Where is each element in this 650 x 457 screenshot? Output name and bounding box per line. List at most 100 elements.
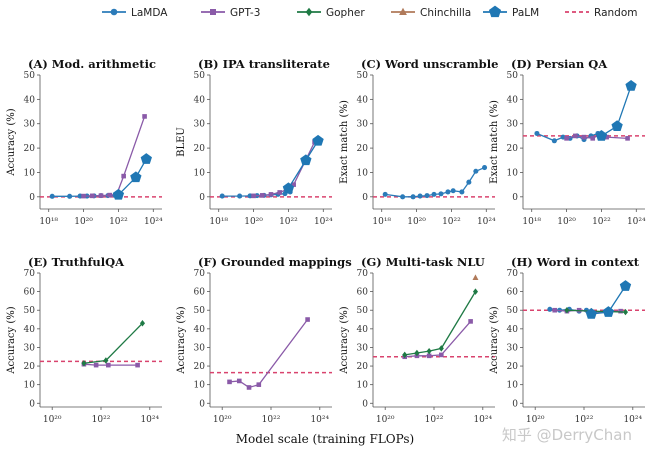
x-tick-label: 10²² — [442, 217, 461, 227]
legend-label: LaMDA — [131, 7, 168, 19]
data-point — [410, 194, 416, 200]
data-point — [246, 385, 252, 390]
y-tick-label: 30 — [24, 120, 36, 130]
y-tick-label: 50 — [24, 306, 36, 316]
data-point — [472, 288, 479, 295]
data-point — [450, 188, 456, 194]
y-tick-label: 10 — [507, 168, 519, 178]
y-tick-label: 50 — [507, 71, 519, 81]
data-point — [400, 194, 406, 200]
y-tick-label: 10 — [24, 168, 36, 178]
panel-title: (F) Grounded mappings — [198, 255, 352, 269]
panel-title: (G) Multi-task NLU — [361, 255, 485, 269]
x-tick-label: 10¹⁸ — [372, 217, 391, 227]
y-tick-label: 60 — [24, 288, 36, 298]
legend-item-lamda: LaMDA — [102, 7, 168, 19]
data-point — [604, 134, 609, 140]
legend-marker — [110, 8, 118, 16]
y-axis-label: Accuracy (%) — [176, 306, 187, 374]
y-tick-label: 0 — [512, 399, 518, 409]
x-tick-label: 10²⁴ — [473, 415, 492, 425]
data-point — [611, 120, 623, 131]
panel-title: (E) TruthfulQA — [28, 255, 125, 269]
y-axis-label: Accuracy (%) — [6, 108, 17, 176]
data-point — [402, 351, 408, 359]
x-tick-label: 10²⁴ — [314, 217, 333, 227]
y-tick-label: 30 — [194, 120, 206, 130]
legend-item-gopher: Gopher — [297, 7, 365, 19]
y-tick-label: 50 — [24, 71, 36, 81]
x-tick-label: 10²⁰ — [557, 217, 576, 227]
y-tick-label: 10 — [357, 168, 369, 178]
y-tick-label: 0 — [199, 193, 205, 203]
legend-marker — [488, 5, 502, 18]
panel-title: (C) Word unscramble — [361, 57, 498, 71]
data-point — [98, 193, 104, 198]
y-tick-label: 70 — [24, 269, 36, 279]
y-tick-label: 40 — [194, 95, 206, 105]
x-tick-label: 10²⁴ — [140, 415, 159, 425]
chart-panels: (A) Mod. arithmetic Accuracy (%) 0 10 20 30 40… — [6, 57, 646, 425]
y-tick-label: 20 — [24, 144, 36, 154]
x-tick-label: 10²² — [92, 415, 111, 425]
data-point — [439, 352, 444, 358]
data-point — [227, 379, 232, 385]
y-tick-label: 20 — [194, 144, 206, 154]
data-point — [130, 171, 142, 183]
x-tick-label: 10²⁴ — [623, 415, 642, 425]
panel-b: (B) IPA transliterate BLEU 0 10 20 30 40 50 10¹⁸… — [176, 57, 333, 227]
x-tick-label: 10²⁴ — [627, 217, 646, 227]
watermark-text: 知乎 @DerryChan — [502, 426, 632, 444]
x-tick-label: 10²² — [575, 415, 594, 425]
y-tick-label: 30 — [194, 343, 206, 353]
data-point — [564, 136, 569, 141]
series-palm — [112, 153, 152, 200]
data-point — [291, 182, 296, 187]
panel-e: (E) TruthfulQA Accuracy (%) 0 10 20 30 40 50 60 7… — [6, 255, 162, 425]
data-point — [482, 165, 488, 171]
panel-c: (C) Word unscramble Exact match (%) 0 10 20 3… — [339, 57, 498, 227]
legend-label: Chinchilla — [420, 7, 471, 19]
data-point — [106, 362, 111, 368]
x-tick-label: 10¹⁸ — [209, 217, 228, 227]
x-tick-label: 10²⁰ — [526, 415, 545, 425]
data-point — [426, 353, 432, 359]
y-tick-label: 10 — [194, 381, 206, 391]
panel-title: (H) Word in context — [511, 255, 640, 269]
panel-f: (F) Grounded mappings Accuracy (%) 0 10 20 30… — [176, 255, 352, 425]
series-line — [83, 116, 146, 197]
y-tick-label: 10 — [194, 168, 206, 178]
data-point — [431, 191, 437, 197]
data-point — [534, 130, 540, 137]
data-point — [468, 319, 473, 324]
series-line — [83, 363, 138, 366]
data-point — [625, 80, 637, 91]
y-tick-label: 70 — [357, 269, 369, 279]
data-point — [305, 317, 310, 322]
series-palm — [585, 280, 632, 319]
y-tick-label: 70 — [507, 269, 519, 279]
figure-xlabel: Model scale (training FLOPs) — [236, 432, 414, 446]
y-tick-label: 20 — [194, 362, 206, 372]
y-tick-label: 40 — [507, 95, 519, 105]
y-tick-label: 40 — [357, 325, 369, 335]
data-point — [300, 154, 312, 166]
data-point — [547, 306, 553, 312]
y-tick-label: 30 — [357, 120, 369, 130]
data-point — [89, 193, 95, 199]
data-point — [595, 129, 608, 141]
data-point — [552, 307, 558, 313]
series-chinchilla — [472, 274, 479, 280]
series-palm — [282, 134, 324, 194]
y-tick-label: 10 — [357, 381, 369, 391]
x-tick-label: 10²² — [592, 217, 611, 227]
x-tick-label: 10²⁰ — [43, 415, 62, 425]
data-point — [259, 193, 265, 198]
data-point — [251, 193, 256, 199]
x-tick-label: 10²⁴ — [310, 415, 329, 425]
data-point — [438, 345, 444, 352]
data-point — [581, 134, 587, 140]
data-point — [81, 360, 87, 367]
data-point — [312, 134, 324, 146]
y-tick-label: 50 — [507, 306, 519, 316]
